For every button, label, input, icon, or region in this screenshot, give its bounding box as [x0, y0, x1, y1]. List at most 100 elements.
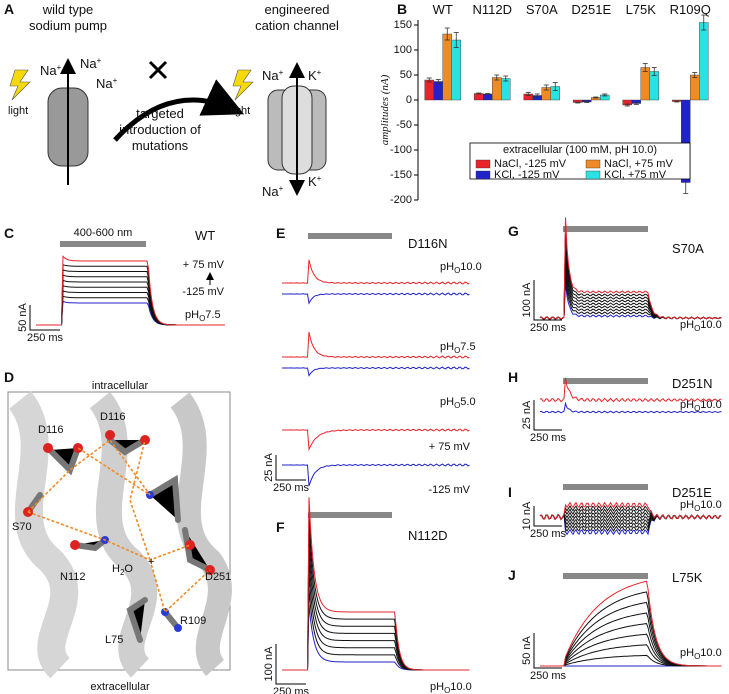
- ph-label-part: O: [694, 504, 700, 513]
- ion-label-part: +: [113, 76, 118, 85]
- error-bar: [584, 101, 590, 103]
- ph-label-part: O: [199, 314, 205, 323]
- bar: [690, 74, 700, 101]
- error-bar: [525, 92, 531, 96]
- error-bar: [543, 84, 549, 91]
- scale-bar: [533, 400, 562, 431]
- panel-letter: E: [276, 225, 285, 241]
- current-trace: [282, 463, 470, 487]
- panel-letter: H: [508, 369, 518, 385]
- ph-label-part: O: [454, 346, 460, 355]
- current-trace: [540, 580, 722, 667]
- ph-label-part: 10.0: [700, 647, 721, 659]
- scale-label: 250 ms: [530, 670, 567, 682]
- ph-label-part: O: [454, 401, 460, 410]
- scale-label: 250 ms: [27, 332, 64, 344]
- ph-label: pHO10.0: [430, 681, 472, 694]
- scale-bar: [533, 633, 562, 669]
- error-bar: [534, 93, 540, 98]
- ph-label-part: 7.5: [205, 309, 220, 321]
- water-label-part: O: [124, 563, 133, 575]
- ion-label: Na+: [96, 76, 118, 91]
- y-axis-label: amplitudes (nA): [379, 74, 391, 145]
- error-bar: [593, 96, 599, 99]
- panel-name: WT: [195, 228, 215, 243]
- ph-label-part: pH: [440, 396, 454, 408]
- residue-label: L75: [105, 634, 123, 646]
- legend-swatch: [475, 159, 491, 169]
- y-tick-label: 150: [394, 19, 412, 31]
- panel-name: D251N: [672, 376, 712, 391]
- residue-label: D251: [205, 571, 231, 583]
- ph-label-part: 5.0: [460, 396, 475, 408]
- error-bar: [503, 75, 509, 82]
- ion-label-part: K: [308, 174, 317, 189]
- scale-label: 250 ms: [273, 686, 310, 694]
- panel-title: engineered: [264, 2, 329, 17]
- legend-label: KCl, +75 mV: [604, 169, 667, 181]
- ph-label-part: 10.0: [700, 319, 721, 331]
- voltage-label: -125 mV: [428, 484, 470, 496]
- scale-label: 25 nA: [521, 400, 533, 429]
- scale-label: 250 ms: [530, 528, 567, 540]
- current-trace: [539, 401, 722, 414]
- ph-label: pHO10.0: [440, 261, 482, 275]
- error-bar: [476, 92, 482, 95]
- arrow-text: introduction of: [119, 122, 201, 137]
- water-label: H2O: [112, 563, 133, 577]
- ph-label-part: 10.0: [450, 681, 471, 693]
- error-bar: [642, 63, 648, 72]
- ion-label: Na+: [40, 63, 62, 78]
- current-trace: [36, 255, 225, 326]
- ph-label-part: 10.0: [700, 399, 721, 411]
- light-bar: [60, 241, 146, 247]
- arrow-text: targeted: [136, 106, 184, 121]
- residue-label: D116: [100, 411, 125, 423]
- x-tick-label: N112D: [472, 2, 512, 17]
- ph-label-part: pH: [680, 499, 694, 511]
- ph-label: pHO10.0: [680, 399, 722, 413]
- light-bar: [563, 378, 648, 384]
- panel-name: N112D: [408, 528, 448, 543]
- error-bar: [485, 93, 491, 95]
- error-bar: [426, 77, 432, 83]
- panel-letter: G: [508, 223, 519, 239]
- x-tick-label: WT: [433, 2, 453, 17]
- ph-label-part: pH: [440, 341, 454, 353]
- svg-text:+: +: [148, 556, 154, 568]
- ion-label-part: Na: [262, 68, 279, 83]
- error-bar: [602, 93, 608, 97]
- error-bar: [575, 101, 581, 104]
- y-tick-label: -50: [396, 119, 412, 131]
- current-trace: [282, 332, 470, 359]
- ion-label-part: +: [279, 68, 284, 77]
- error-bar: [701, 14, 707, 31]
- light-bar: [308, 233, 392, 239]
- y-tick-label: 100: [394, 44, 412, 56]
- scale-label: 250 ms: [273, 482, 310, 494]
- error-bar: [651, 67, 657, 76]
- panel-name: L75K: [672, 570, 703, 585]
- arrow-text: mutations: [132, 138, 189, 153]
- scale-label: 25 nA: [263, 452, 275, 481]
- ion-label-part: +: [279, 184, 284, 193]
- ph-label-part: pH: [430, 681, 444, 693]
- current-trace: [539, 513, 722, 526]
- y-tick-label: 0: [406, 94, 412, 106]
- scale-label: 250 ms: [530, 432, 567, 444]
- voltage-label: -125 mV: [182, 286, 224, 298]
- ph-label-part: pH: [680, 647, 694, 659]
- ph-label: pHO10.0: [680, 647, 722, 661]
- ph-label-part: 10.0: [460, 261, 481, 273]
- ph-label: pHO7.5: [440, 341, 476, 355]
- region-label: extracellular: [90, 681, 150, 693]
- ion-label-part: +: [97, 56, 102, 65]
- panel-title: sodium pump: [29, 18, 107, 33]
- ion-label-part: +: [57, 63, 62, 72]
- scale-label: 50 nA: [17, 302, 29, 331]
- bar: [699, 22, 709, 101]
- current-trace: [282, 259, 470, 285]
- legend-label: NaCl, +75 mV: [604, 158, 673, 170]
- legend-swatch: [585, 170, 601, 180]
- x-tick-label: L75K: [626, 2, 657, 17]
